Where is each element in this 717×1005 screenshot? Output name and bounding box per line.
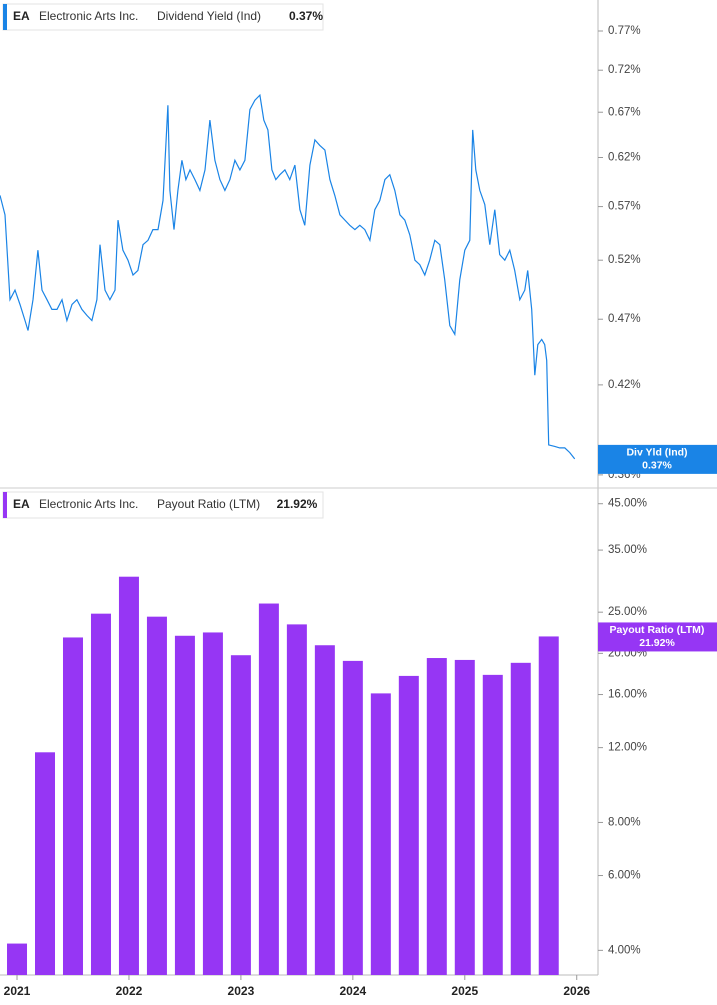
legend-swatch [3,492,7,518]
legend-value: 21.92% [277,497,318,511]
bar [230,655,251,975]
bar [62,637,83,975]
legend-ticker: EA [13,9,30,23]
bar [7,943,28,975]
bar [370,693,391,975]
bar [90,613,111,975]
bar [538,636,559,975]
y-tick-label: 35.00% [608,544,647,556]
x-tick-label: 2023 [228,984,255,998]
value-badge [598,444,717,474]
bar [510,662,531,975]
bar [202,632,223,975]
x-tick-label: 2024 [339,984,366,998]
legend-ticker: EA [13,497,30,511]
y-tick-label: 8.00% [608,816,641,828]
legend-company: Electronic Arts Inc. [39,9,138,23]
bar [118,576,139,975]
x-tick-label: 2025 [451,984,478,998]
bar [342,660,363,975]
badge-value: 0.37% [642,460,672,472]
legend-box [2,3,324,31]
y-tick-label: 25.00% [608,606,647,618]
y-tick-label: 0.52% [608,254,641,266]
bar [258,603,279,975]
bar [398,675,419,975]
bar [35,752,56,975]
bar [314,645,335,975]
y-tick-label: 45.00% [608,498,647,510]
y-tick-label: 12.00% [608,742,647,754]
bar [174,635,195,975]
legend-series: Payout Ratio (LTM) [157,497,260,511]
bar [454,659,475,975]
y-tick-label: 4.00% [608,944,641,956]
legend-company: Electronic Arts Inc. [39,497,138,511]
value-badge [598,622,717,652]
badge-name: Div Yld (Ind) [626,447,687,459]
badge-name: Payout Ratio (LTM) [610,624,705,636]
y-tick-label: 6.00% [608,870,641,882]
y-tick-label: 0.77% [608,25,641,37]
y-tick-label: 0.57% [608,201,641,213]
bar [482,674,503,975]
y-tick-label: 0.42% [608,379,641,391]
y-tick-label: 0.67% [608,106,641,118]
bar [146,616,167,975]
x-tick-label: 2026 [563,984,590,998]
legend-swatch [3,4,7,30]
x-tick-label: 2022 [116,984,143,998]
y-tick-label: 0.62% [608,152,641,164]
legend-value: 0.37% [289,9,323,23]
x-tick-label: 2021 [4,984,31,998]
y-tick-label: 16.00% [608,689,647,701]
bar [286,624,307,975]
bar [426,658,447,975]
y-tick-label: 0.47% [608,313,641,325]
y-tick-label: 0.72% [608,64,641,76]
legend-series: Dividend Yield (Ind) [157,9,261,23]
data-line [0,93,576,460]
badge-value: 21.92% [639,637,675,649]
